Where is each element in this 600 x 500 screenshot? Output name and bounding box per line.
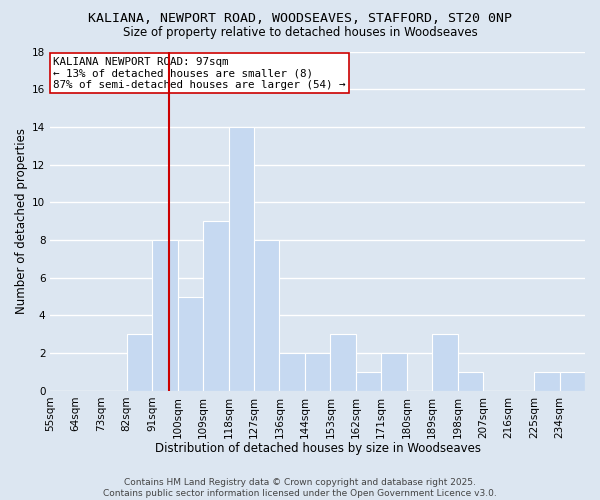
Bar — [229, 127, 254, 391]
Bar — [458, 372, 483, 391]
Bar — [432, 334, 458, 391]
Y-axis label: Number of detached properties: Number of detached properties — [15, 128, 28, 314]
Text: Contains HM Land Registry data © Crown copyright and database right 2025.
Contai: Contains HM Land Registry data © Crown c… — [103, 478, 497, 498]
Bar — [331, 334, 356, 391]
Bar — [356, 372, 381, 391]
Bar — [152, 240, 178, 391]
Text: KALIANA NEWPORT ROAD: 97sqm
← 13% of detached houses are smaller (8)
87% of semi: KALIANA NEWPORT ROAD: 97sqm ← 13% of det… — [53, 56, 346, 90]
Bar — [305, 353, 331, 391]
Bar — [178, 296, 203, 391]
Bar — [254, 240, 280, 391]
Bar — [127, 334, 152, 391]
Text: KALIANA, NEWPORT ROAD, WOODSEAVES, STAFFORD, ST20 0NP: KALIANA, NEWPORT ROAD, WOODSEAVES, STAFF… — [88, 12, 512, 26]
Bar — [203, 221, 229, 391]
Bar — [560, 372, 585, 391]
X-axis label: Distribution of detached houses by size in Woodseaves: Distribution of detached houses by size … — [155, 442, 481, 455]
Bar — [534, 372, 560, 391]
Text: Size of property relative to detached houses in Woodseaves: Size of property relative to detached ho… — [122, 26, 478, 39]
Bar — [280, 353, 305, 391]
Bar — [381, 353, 407, 391]
